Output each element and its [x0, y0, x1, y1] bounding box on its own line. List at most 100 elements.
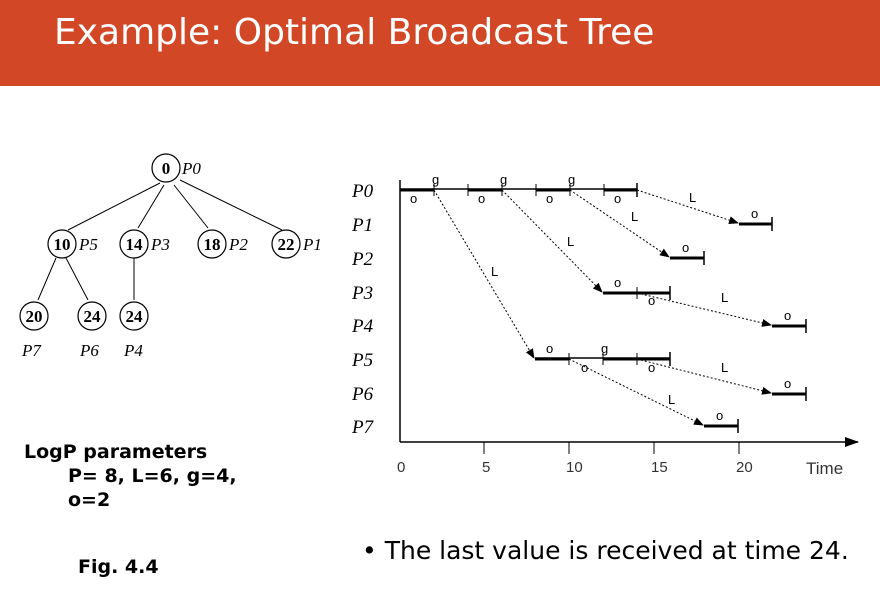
proc-label: P4: [351, 316, 374, 337]
broadcast-tree: [37, 179, 283, 301]
overhead-label: o: [614, 191, 621, 206]
node-proc: P3: [150, 235, 170, 254]
overhead-label: o: [784, 308, 791, 323]
logp-parameters: LogP parameters P= 8, L=6, g=4, o=2: [24, 440, 237, 512]
proc-label: P2: [351, 249, 374, 270]
tree-edge: [179, 179, 283, 231]
timeline-bar-p1: [739, 217, 773, 231]
gap-label: g: [432, 172, 439, 187]
latency-label: L: [721, 290, 728, 305]
overhead-label: o: [614, 275, 621, 290]
slide-title: Example: Optimal Broadcast Tree: [54, 12, 655, 53]
timeline-bar-p2: [670, 251, 705, 265]
overhead-label: o: [410, 191, 417, 206]
node-proc: P7: [21, 341, 42, 360]
tree-node: 22 P1: [271, 229, 322, 259]
node-proc: P6: [79, 341, 99, 360]
overhead-label: o: [648, 293, 655, 308]
tree-node: 24 P6: [77, 301, 107, 360]
figure-label: Fig. 4.4: [78, 556, 159, 578]
overhead-label: o: [478, 191, 485, 206]
tick-label: 20: [736, 459, 753, 476]
node-value: 0: [162, 159, 171, 178]
processor-labels: P0 P1 P2 P3 P4 P5 P6 P7: [351, 181, 375, 438]
tree-edge: [65, 257, 89, 301]
axis-label: Time: [806, 459, 843, 478]
timeline-bar-p7: [704, 419, 739, 433]
overhead-label: o: [546, 191, 553, 206]
gap-label: g: [500, 172, 507, 187]
latency-arrow: [568, 358, 704, 426]
timeline-bar-p6: [772, 387, 807, 401]
latency-label: L: [567, 234, 574, 249]
overhead-label: o: [716, 408, 723, 423]
latency-label: L: [668, 392, 675, 407]
latency-arrow: [636, 189, 739, 225]
tree-node: 10 P5: [47, 229, 98, 259]
overhead-label: o: [648, 360, 655, 375]
tree-node: 18 P2: [197, 229, 248, 259]
node-proc: P2: [228, 235, 248, 254]
node-proc: P4: [123, 341, 143, 360]
latency-labels: L L L L L L L: [491, 190, 728, 407]
latency-arrow: [433, 189, 535, 359]
proc-label: P7: [351, 417, 375, 438]
tick-label: 5: [482, 459, 490, 476]
node-value: 22: [278, 235, 295, 254]
gap-label: g: [568, 172, 575, 187]
node-value: 18: [204, 235, 221, 254]
tick-label: 0: [397, 459, 405, 476]
tree-node: 0 P0: [151, 153, 201, 183]
p0-labels: o o o o g g g: [410, 172, 621, 206]
tree-edge: [137, 184, 165, 229]
logp-line-2: o=2: [68, 489, 111, 511]
tree-edge: [37, 257, 57, 301]
title-bar: Example: Optimal Broadcast Tree: [0, 0, 880, 86]
logp-heading: LogP parameters: [24, 441, 208, 463]
overhead-label: o: [581, 360, 588, 375]
tree-edge: [173, 184, 209, 229]
node-value: 24: [126, 307, 144, 326]
overhead-label: o: [784, 376, 791, 391]
latency-arrow: [636, 292, 772, 327]
node-proc: P1: [302, 235, 322, 254]
time-axis: [399, 180, 859, 454]
timeline-bar-p5: [535, 352, 671, 366]
latency-label: L: [631, 209, 638, 224]
overhead-label: o: [682, 240, 689, 255]
tick-label: 15: [651, 459, 668, 476]
node-value: 20: [26, 307, 43, 326]
p3-labels: o o: [614, 275, 655, 308]
node-proc: P5: [78, 235, 98, 254]
latency-label: L: [689, 190, 696, 205]
tree-edge: [67, 182, 161, 231]
tick-label: 10: [566, 459, 583, 476]
tree-node: 20 P7: [19, 301, 49, 360]
node-value: 14: [126, 235, 144, 254]
latency-arrows: [433, 189, 772, 426]
latency-arrow: [636, 358, 772, 395]
latency-label: L: [721, 360, 728, 375]
timeline-bar-p0: [400, 183, 638, 197]
tree-node: 14 P3: [119, 229, 170, 259]
latency-label: L: [491, 264, 498, 279]
proc-label: P6: [351, 384, 374, 405]
tick-labels: 0 5 10 15 20 Time: [397, 459, 843, 478]
overhead-label: o: [546, 341, 553, 356]
bullet-text: The last value is received at time 24.: [384, 536, 849, 565]
overhead-label: o: [751, 206, 758, 221]
bullet-marker: •: [362, 536, 385, 565]
p5-labels: o o o g: [546, 341, 655, 375]
proc-label: P5: [351, 350, 373, 371]
gap-label: g: [601, 341, 608, 356]
logp-line-1: P= 8, L=6, g=4,: [68, 465, 237, 487]
node-value: 10: [54, 235, 71, 254]
proc-label: P3: [351, 283, 373, 304]
node-proc: P0: [181, 159, 201, 178]
bullet-point: • The last value is received at time 24.: [362, 536, 849, 565]
node-value: 24: [84, 307, 102, 326]
tree-node: 24 P4: [119, 301, 149, 360]
proc-label: P0: [351, 181, 374, 202]
timeline-bar-p4: [772, 319, 807, 333]
